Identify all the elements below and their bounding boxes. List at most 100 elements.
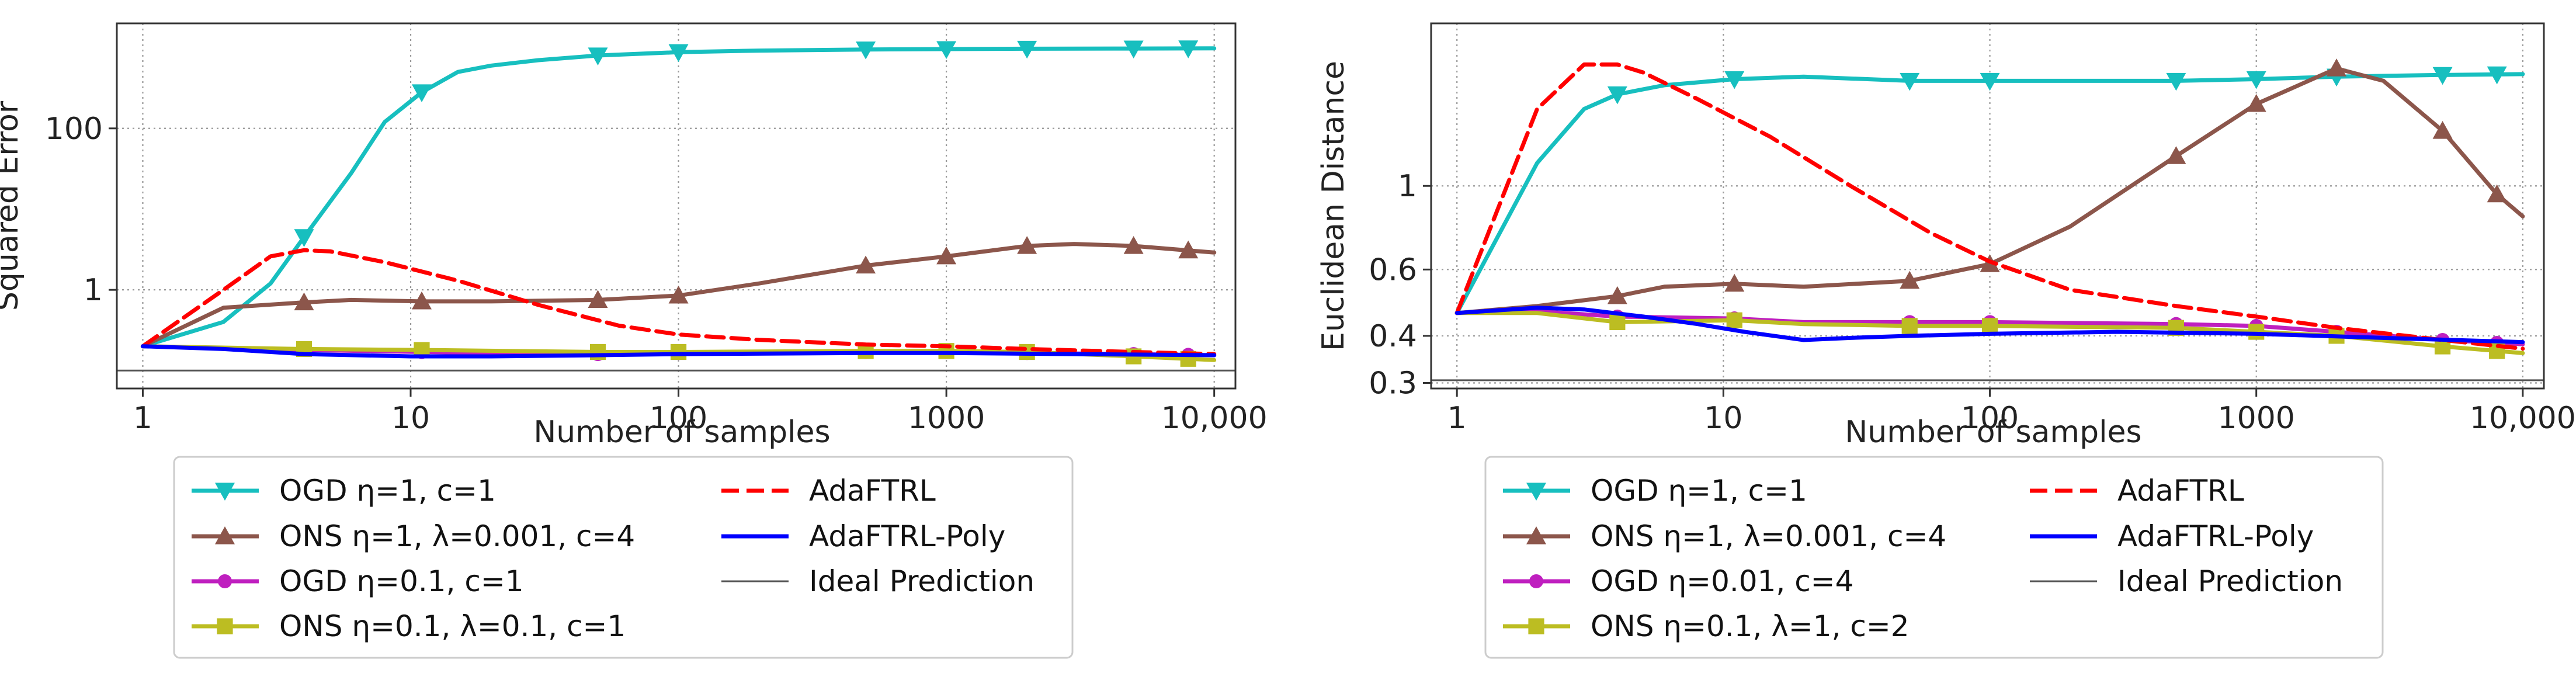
data-point: [2166, 72, 2186, 91]
data-point: [670, 344, 687, 360]
legend-entry: OGD η=1, c=1: [192, 474, 496, 508]
data-point: [2432, 67, 2453, 85]
series-line: [1454, 306, 2525, 345]
data-point: [668, 285, 689, 304]
legend-marker: [1526, 526, 1546, 544]
legend-label: AdaFTRL: [809, 474, 936, 508]
data-point: [1178, 40, 1199, 58]
x-tick-label: 10: [391, 401, 430, 436]
legend-marker: [1526, 483, 1546, 501]
data-point: [414, 342, 430, 358]
legend-label: AdaFTRL-Poly: [809, 519, 1005, 553]
data-point: [411, 84, 432, 102]
legend-entry: ONS η=0.1, λ=0.1, c=1: [192, 609, 626, 643]
legend-entry: OGD η=0.01, c=4: [1503, 564, 1853, 598]
legend-entry: AdaFTRL: [2030, 474, 2244, 508]
series-line: [1454, 66, 2525, 315]
series-adaftrl-poly: [1454, 306, 2525, 345]
data-point: [588, 47, 608, 65]
data-point: [2327, 58, 2347, 77]
legend-box: [173, 456, 1074, 659]
legend-entry: AdaFTRL-Poly: [2030, 519, 2314, 553]
legend: OGD η=1, c=1 ONS η=1, λ=0.001, c=4 OGD η=0…: [173, 456, 1074, 659]
legend-box: [1484, 456, 2384, 659]
legend-marker: [215, 483, 235, 501]
plot-area: [1430, 22, 2545, 390]
data-point: [1178, 240, 1199, 259]
legend-label: OGD η=0.1, c=1: [279, 564, 524, 598]
data-point: [1981, 318, 1998, 334]
data-point: [1724, 71, 1745, 89]
legend: OGD η=1, c=1 ONS η=1, λ=0.001, c=4 OGD η=0…: [1484, 456, 2384, 659]
data-point: [2487, 184, 2507, 203]
legend-marker: [217, 618, 233, 634]
legend-label: ONS η=0.1, λ=1, c=2: [1591, 609, 1910, 643]
y-tick-label: 0.6: [1369, 252, 1417, 287]
y-tick-label: 0.4: [1369, 319, 1417, 354]
series-adaftrl-poly: [140, 344, 1217, 359]
x-tick-label: 10,000: [2470, 401, 2576, 436]
series-line: [140, 344, 1217, 359]
data-point: [294, 292, 314, 311]
legend-label: AdaFTRL-Poly: [2117, 519, 2314, 553]
series-ogd-1-c-1: [140, 40, 1217, 349]
data-point: [2246, 93, 2266, 112]
legend-label: ONS η=0.1, λ=0.1, c=1: [279, 609, 626, 643]
x-axis-label: Number of samples: [533, 415, 830, 450]
data-point: [1980, 72, 2000, 91]
legend-label: OGD η=1, c=1: [1591, 474, 1807, 508]
x-tick-label: 1000: [908, 401, 985, 436]
legend-label: Ideal Prediction: [2117, 564, 2343, 598]
x-tick-label: 10,000: [1161, 401, 1268, 436]
chart-panel-2: 1 10 100 1000 10,000 0.3 0.4 0.6 1 Number of samp…: [1316, 22, 2576, 659]
y-tick-label: 1: [84, 273, 103, 308]
data-point: [1900, 72, 1920, 91]
series-line: [1454, 72, 2525, 315]
data-point: [294, 229, 314, 247]
legend-label: OGD η=1, c=1: [279, 474, 496, 508]
x-tick-label: 1000: [2218, 401, 2295, 436]
series-ogd-1-c-1: [1454, 66, 2525, 315]
series-line: [1454, 309, 2525, 346]
legend-entry: Ideal Prediction: [2030, 564, 2343, 598]
y-axis-label: Squared Error: [0, 100, 25, 311]
data-point: [588, 290, 608, 308]
legend-marker: [1529, 574, 1543, 588]
data-point: [856, 255, 876, 274]
x-tick-label: 10: [1704, 401, 1742, 436]
y-axis-label: Euclidean Distance: [1316, 61, 1351, 351]
legend-entry: AdaFTRL: [721, 474, 936, 508]
legend-label: ONS η=1, λ=0.001, c=4: [279, 519, 635, 553]
y-tick-label: 100: [45, 112, 103, 147]
data-point: [936, 246, 957, 265]
series-line: [1454, 62, 2525, 351]
legend-label: OGD η=0.01, c=4: [1591, 564, 1853, 598]
y-tick-label: 1: [1398, 169, 1417, 204]
legend-entry: Ideal Prediction: [721, 564, 1034, 598]
series-adaftrl: [1454, 62, 2525, 351]
legend-entry: OGD η=0.1, c=1: [192, 564, 524, 598]
data-point: [1607, 86, 1627, 105]
legend-label: ONS η=1, λ=0.001, c=4: [1591, 519, 1946, 553]
x-axis-label: Number of samples: [1845, 415, 2141, 450]
data-point: [1900, 270, 1920, 289]
series-line: [140, 248, 1217, 356]
data-point: [2487, 66, 2507, 85]
x-tick-label: 1: [1447, 401, 1467, 436]
series-line: [140, 46, 1217, 349]
legend-entry: ONS η=0.1, λ=1, c=2: [1503, 609, 1910, 643]
data-point: [2432, 120, 2453, 139]
data-point: [589, 344, 606, 360]
data-point: [2166, 146, 2186, 164]
data-point: [668, 44, 689, 63]
legend-entry: AdaFTRL-Poly: [721, 519, 1005, 553]
x-tick-label: 1: [133, 401, 152, 436]
series-ons-1-0-001-c-4: [1454, 58, 2525, 315]
legend-label: Ideal Prediction: [809, 564, 1034, 598]
legend-label: AdaFTRL: [2117, 474, 2244, 508]
legend-entry: ONS η=1, λ=0.001, c=4: [192, 519, 635, 553]
plot-area: [116, 22, 1237, 390]
data-point: [1724, 273, 1745, 292]
